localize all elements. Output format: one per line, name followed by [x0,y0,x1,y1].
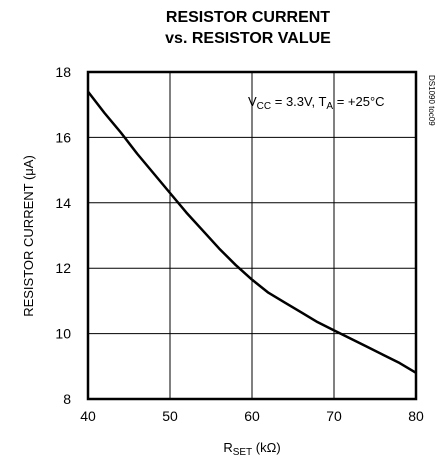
y-axis-label: RESISTOR CURRENT (μA) [21,155,36,317]
x-tick-label: 80 [408,408,424,424]
x-label-main: R [223,440,232,455]
x-tick-label: 50 [162,408,178,424]
annot-vcc: V [248,94,257,109]
y-tick-label: 10 [55,326,71,342]
annot-ta-value: = +25°C [333,94,384,109]
chart-title-line2: vs. RESISTOR VALUE [165,30,331,47]
x-tick-label: 70 [326,408,342,424]
y-tick-label: 14 [55,195,71,211]
series-layer [87,90,417,374]
x-axis-label: RSET (kΩ) [223,440,280,458]
y-tick-label: 18 [55,64,71,80]
y-tick-label: 16 [55,129,71,145]
x-tick-labels: 40 50 60 70 80 [80,408,424,424]
chart-title-line1: RESISTOR CURRENT [166,9,330,26]
x-label-sub: SET [233,447,252,458]
y-tick-label: 8 [63,391,71,407]
x-tick-label: 60 [244,408,260,424]
x-tick-label: 40 [80,408,96,424]
conditions-annotation: VCC = 3.3V, TA = +25°C [248,94,385,112]
y-tick-label: 12 [55,260,71,276]
plot-frame [86,70,418,401]
y-tick-labels: 8 10 12 14 16 18 [55,64,71,407]
grid-lines [87,71,417,400]
annot-vcc-sub: CC [257,101,271,112]
x-label-unit: (kΩ) [252,440,281,455]
series-line [87,90,417,374]
annot-vcc-value: = 3.3V, T [271,94,326,109]
annot-ta-sub: A [326,101,333,112]
figure-id-label: DS1090 toc09 [427,75,436,126]
